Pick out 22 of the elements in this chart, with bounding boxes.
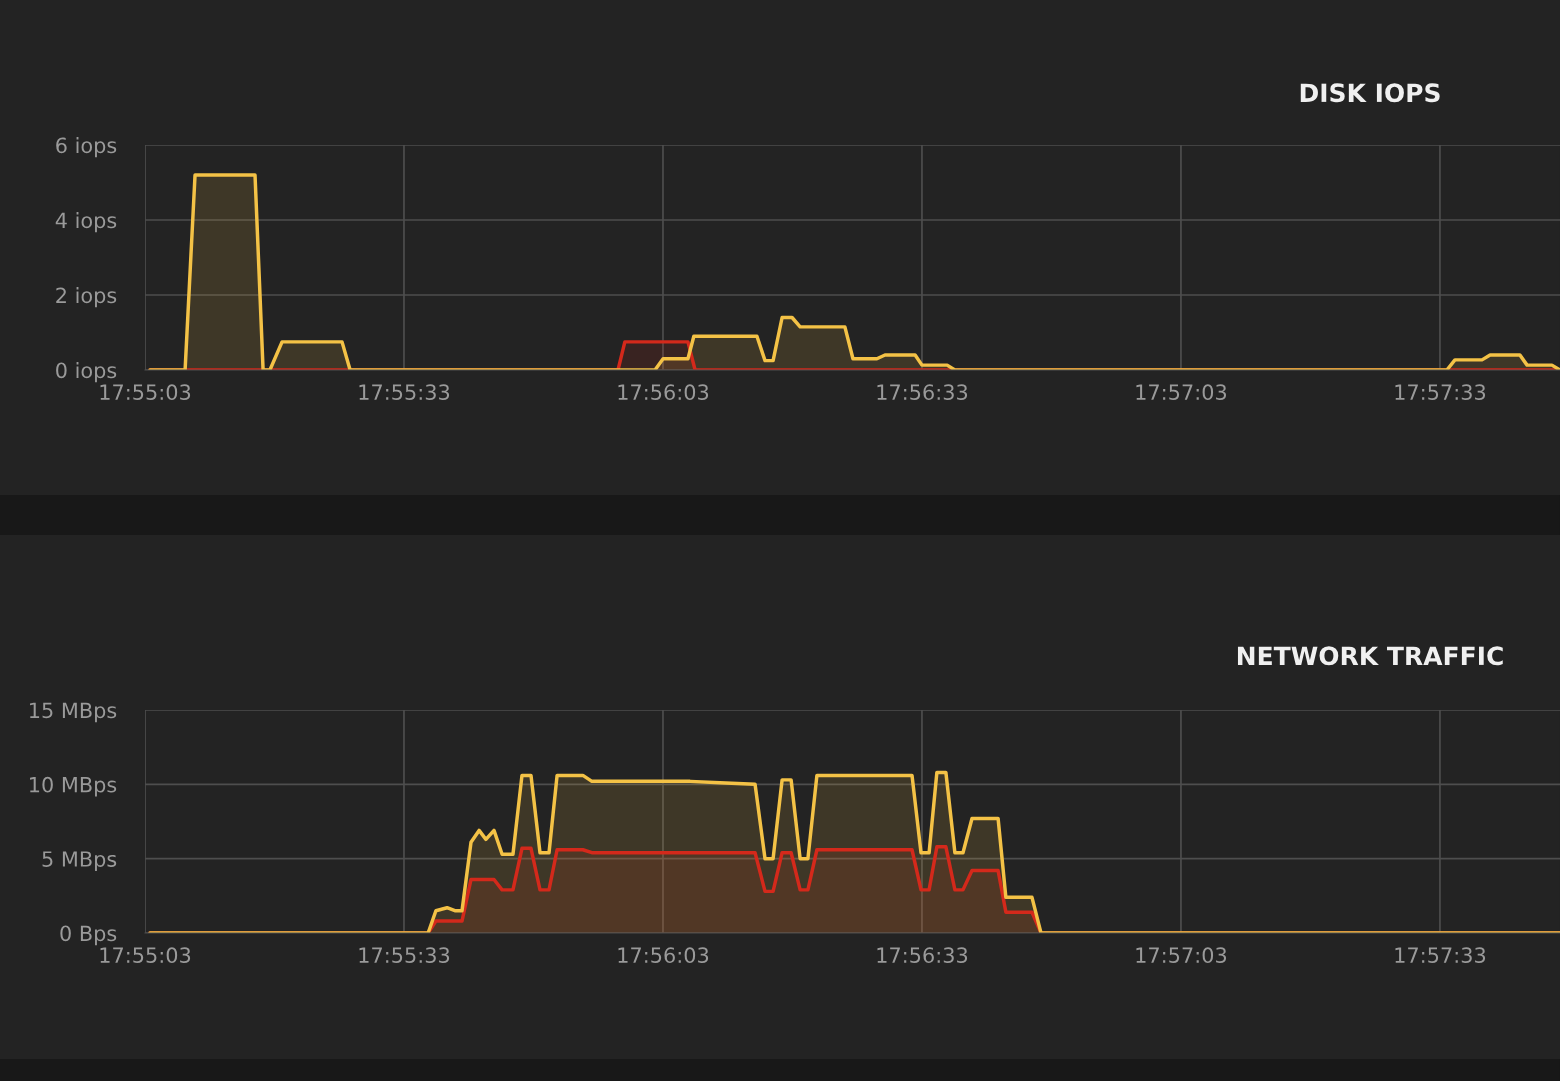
y-tick-label: 0 iops: [56, 362, 117, 383]
x-tick-label: 17:57:03: [1136, 384, 1227, 401]
y-tick-label: 4 iops: [55, 212, 117, 233]
x-tick-label: 17:56:03: [618, 384, 709, 401]
y-tick-label: 15 MBps: [30, 702, 117, 723]
x-tick-label: 17:57:03: [1136, 947, 1227, 964]
x-tick-label: 17:55:33: [359, 384, 450, 401]
y-tick-label: 0 Bps: [60, 925, 117, 946]
x-tick-label: 17:57:33: [1395, 947, 1486, 964]
y-tick-label: 6 iops: [56, 137, 117, 158]
chart-title: NETWORK TRAFFIC: [1237, 646, 1503, 666]
y-tick-label: 2 iops: [56, 287, 117, 308]
x-tick-label: 17:56:33: [877, 947, 968, 964]
x-tick-label: 17:57:33: [1395, 384, 1486, 401]
chart-title: DISK IOPS: [1300, 83, 1440, 103]
x-tick-label: 17:55:33: [359, 947, 450, 964]
x-tick-label: 17:56:03: [618, 947, 709, 964]
y-tick-label: 10 MBps: [30, 776, 117, 797]
x-tick-label: 17:55:03: [100, 947, 191, 964]
y-tick-label: 5 MBps: [42, 851, 117, 871]
x-tick-label: 17:55:03: [100, 384, 191, 401]
x-tick-label: 17:56:33: [877, 384, 968, 401]
